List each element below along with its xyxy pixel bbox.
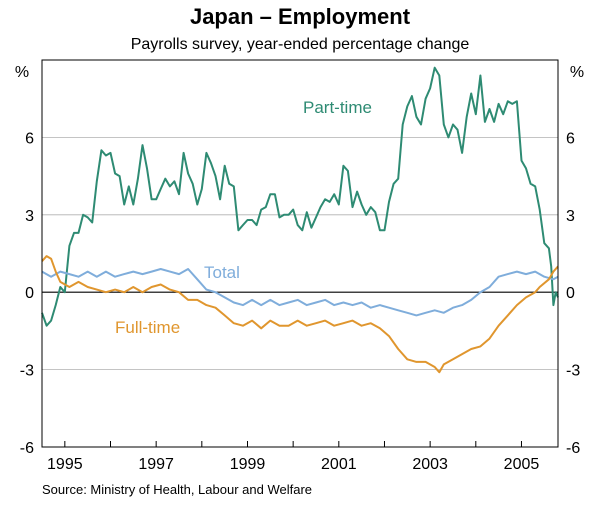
y-tick-label-left: 6 [25, 130, 34, 147]
y-tick-label-left: 3 [25, 208, 34, 225]
y-tick-label-right: -3 [566, 363, 580, 380]
chart-subtitle: Payrolls survey, year-ended percentage c… [131, 36, 470, 53]
y-tick-label-right: 3 [566, 208, 575, 225]
y-tick-label-right: 6 [566, 130, 575, 147]
y-tick-label-left: -6 [20, 440, 34, 457]
series-label-full-time: Full-time [115, 318, 180, 337]
series-label-total: Total [204, 263, 240, 282]
plot-lines [41, 66, 559, 374]
source-note: Source: Ministry of Health, Labour and W… [42, 482, 312, 497]
x-tick-label: 2001 [321, 456, 357, 473]
y-tick-label-right: 0 [566, 285, 575, 302]
series-line-total [41, 268, 559, 317]
x-tick-label: 1995 [47, 456, 83, 473]
axis-ticks: -6 -6 -3 -3 0 0 3 3 6 6 1995 1997 1999 2001 2003 2005 [20, 130, 581, 473]
chart-title: Japan – Employment [190, 4, 411, 29]
plot-border [41, 59, 559, 448]
x-tick-label: 2003 [412, 456, 448, 473]
x-tick-label: 1999 [230, 456, 266, 473]
y-tick-label-right: -6 [566, 440, 580, 457]
x-tick-label: 2005 [504, 456, 540, 473]
series-line-full-time [41, 255, 559, 374]
series-label-part-time: Part-time [303, 98, 372, 117]
series-line-part-time [41, 66, 559, 327]
plot-frame [41, 59, 559, 448]
y-tick-label-left: -3 [20, 363, 34, 380]
y-unit-right: % [570, 64, 584, 81]
y-tick-label-left: 0 [25, 285, 34, 302]
x-tick-label: 1997 [138, 456, 174, 473]
y-unit-left: % [15, 64, 29, 81]
